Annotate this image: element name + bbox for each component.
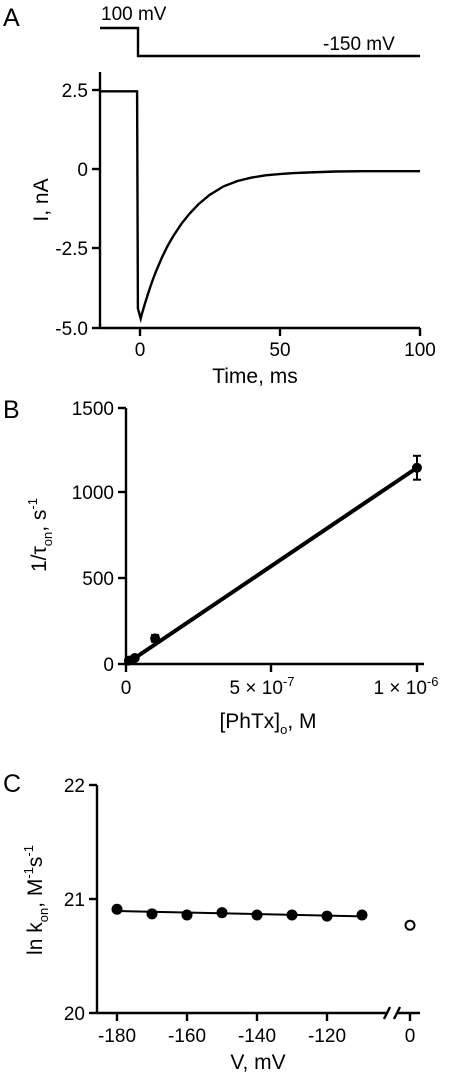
data-point [216,907,228,919]
panel-a-letter: A [3,4,20,32]
data-point [146,908,158,920]
panel-a-xtick-label: 50 [269,340,290,361]
panel-b-ytick-label: 0 [103,655,114,676]
data-point [181,909,193,921]
panel-c-xtick-label: 0 [405,1026,416,1047]
panel-b-ytick-label: 1500 [72,399,114,420]
data-point [286,909,298,921]
panel-c-xtick-label: -120 [308,1026,346,1047]
panel-b-ytick-label: 1000 [72,483,114,504]
panel-c-ytick-label: 22 [64,776,85,797]
panel-b-ytick-label: 500 [82,569,114,590]
panel-a-xtick-label: 0 [135,340,146,361]
panel-c-xlabel: V, mV [230,1051,285,1074]
protocol-hold-label: 100 mV [101,4,167,25]
panel-c-xtick-label: -160 [168,1026,206,1047]
panel-b-ylabel: 1/τon, s-1 [25,498,55,572]
panel-a-xtick-label: 100 [404,340,436,361]
panel-b-letter: B [3,396,20,424]
fit-line [116,909,363,918]
protocol-step-label: -150 mV [323,34,395,55]
panel-c-ylabel: ln kon, M-1s-1 [21,845,51,955]
panel-a-xlabel: Time, ms [212,365,298,388]
data-point [412,462,422,473]
panel-c-plot [111,903,416,931]
panel-c-ytick-label: 21 [64,890,85,911]
panel-c-xtick-label: -140 [238,1026,276,1047]
current-trace [100,90,420,324]
data-point [150,633,161,644]
panel-b-xtick-label: 0 [121,678,132,699]
axis-break-mark [392,1006,402,1020]
panel-a-ytick-label: -2.5 [55,239,88,260]
data-point [111,903,123,915]
data-point [251,909,263,921]
open-data-point [404,919,416,931]
panel-b-xlabel: [PhTx]o, M [219,710,316,737]
panel-a-ytick-label: 2.5 [62,81,88,102]
panel-b-plot [123,454,422,666]
panel-c-letter: C [3,770,21,798]
data-point [321,910,333,922]
panel-a-ylabel: I, nA [30,178,53,221]
panel-a-ytick-label: -5.0 [55,319,88,340]
protocol-trace [100,26,420,58]
panel-b-xtick-label: 1 × 10-6 [374,674,439,699]
data-point [356,909,368,921]
axis-break-mark [382,1006,392,1020]
panel-b-xtick-label: 5 × 10-7 [230,674,295,699]
data-point [129,653,140,664]
panel-c-xtick-label: -180 [98,1026,136,1047]
panel-c-ytick-label: 20 [64,1004,85,1025]
panel-a-ytick-label: 0 [77,160,88,181]
fit-line [124,466,419,666]
